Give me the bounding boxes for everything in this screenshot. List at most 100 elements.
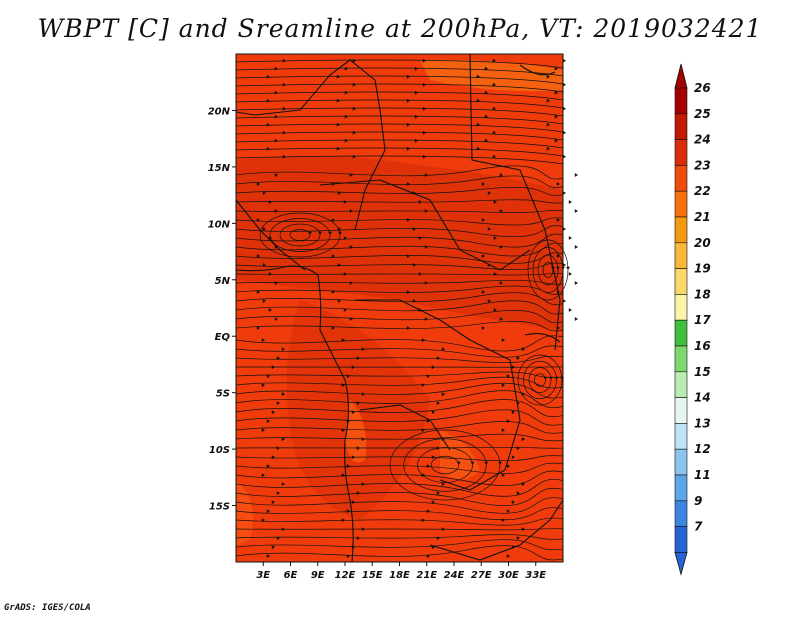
lat-axis: 20N 15N 10N 5N EQ 5S 10S 15S <box>208 106 236 513</box>
stream-arrow <box>266 374 270 379</box>
stream-arrow <box>344 138 348 143</box>
streamline-11 <box>235 147 564 157</box>
colorbar-swatch <box>674 526 688 553</box>
stream-arrow <box>422 106 426 111</box>
colorbar-label: 25 <box>694 107 711 121</box>
streamline-17 <box>235 209 564 213</box>
stream-arrow <box>281 482 285 487</box>
stream-arrow <box>356 401 360 406</box>
colorbar-label: 12 <box>694 442 711 456</box>
stream-arrow <box>501 473 505 478</box>
stream-arrow <box>493 272 497 276</box>
streamline-41 <box>235 421 564 434</box>
stream-arrow <box>282 82 286 87</box>
streamline-36 <box>235 376 564 389</box>
streamline-20 <box>235 233 564 248</box>
colorbar-swatch <box>674 268 688 295</box>
colorbar-swatch <box>674 242 688 269</box>
stream-arrow <box>261 428 265 433</box>
colorbar-label: 19 <box>694 262 711 276</box>
stream-arrow <box>431 365 435 370</box>
stream-arrow <box>406 218 410 222</box>
colorbar: 26 25 24 23 22 21 20 19 18 17 16 15 14 13 12 11 9 7 <box>674 63 711 576</box>
colorbar-label: 9 <box>694 494 702 508</box>
stream-arrow <box>336 146 340 151</box>
stream-arrow <box>271 365 275 370</box>
streamline-40 <box>235 409 564 426</box>
streamline-50 <box>235 507 564 521</box>
stream-arrow <box>406 122 410 127</box>
stream-arrow <box>499 317 503 321</box>
stream-arrow <box>276 401 280 406</box>
streamline-29 <box>235 310 564 324</box>
stream-arrow <box>484 90 488 95</box>
lat-tick-label: EQ <box>215 332 231 343</box>
stream-arrow <box>414 90 418 95</box>
stream-arrow <box>484 138 488 143</box>
streamline-5 <box>235 99 564 109</box>
stream-arrow <box>346 554 350 559</box>
lat-tick-label: 5S <box>216 389 230 400</box>
stream-arrow <box>412 299 416 303</box>
streamline-9 <box>235 131 564 141</box>
stream-arrow <box>562 130 566 135</box>
boundary-line-7 <box>359 404 451 451</box>
stream-arrow <box>281 392 285 397</box>
stream-arrow <box>281 437 285 442</box>
stream-arrow <box>336 98 340 103</box>
shade-patch-3 <box>345 400 366 463</box>
stream-arrow <box>441 392 445 397</box>
stream-arrow <box>422 154 426 159</box>
stream-arrow <box>499 281 503 285</box>
stream-arrow <box>268 308 272 312</box>
stream-arrow <box>341 473 345 478</box>
lon-tick-label: 30E <box>498 570 519 581</box>
stream-arrow <box>266 509 270 514</box>
stream-arrow <box>412 263 416 267</box>
stream-arrow <box>338 231 342 235</box>
stream-arrow <box>516 356 520 361</box>
stream-arrow <box>406 182 410 186</box>
stream-arrow <box>556 266 560 270</box>
stream-arrow <box>351 365 355 370</box>
stream-arrow <box>331 326 335 330</box>
stream-arrow <box>331 218 335 222</box>
streamline-16 <box>235 199 564 204</box>
stream-arrow <box>331 290 335 294</box>
stream-arrow <box>418 236 422 240</box>
streamline-46 <box>235 470 564 486</box>
stream-arrow <box>426 464 430 469</box>
stream-arrow <box>568 272 572 276</box>
streamline-33 <box>235 355 564 363</box>
stream-arrow <box>352 106 356 111</box>
stream-arrow <box>414 114 418 119</box>
boundary-line-4 <box>355 299 521 491</box>
colorbar-label: 24 <box>694 133 711 147</box>
stream-arrow <box>436 356 440 361</box>
stream-arrow <box>274 317 278 321</box>
stream-arrow <box>554 138 558 143</box>
stream-arrow <box>274 114 278 119</box>
stream-arrow <box>426 554 430 559</box>
stream-arrow <box>562 299 566 303</box>
stream-arrow <box>556 218 560 222</box>
stream-arrow <box>266 419 270 424</box>
stream-arrow <box>492 130 496 135</box>
stream-arrow <box>424 245 428 249</box>
stream-arrow <box>492 58 496 63</box>
shade-patch-2 <box>420 59 563 92</box>
streamline-21 <box>235 242 564 257</box>
boundary-line-6 <box>235 199 306 271</box>
lat-tick-label: 10S <box>209 445 230 456</box>
stream-arrow <box>256 326 260 330</box>
streamline-48 <box>235 487 564 506</box>
colorbar-swatch <box>674 113 688 140</box>
colorbar-top-arrow <box>674 63 688 89</box>
stream-arrow <box>424 209 428 213</box>
stream-arrow <box>318 231 322 235</box>
boundary-line-2 <box>469 53 561 351</box>
streamline-22 <box>235 252 564 264</box>
stream-arrow <box>574 317 578 321</box>
colorbar-label: 11 <box>694 468 711 482</box>
stream-arrow <box>344 114 348 119</box>
